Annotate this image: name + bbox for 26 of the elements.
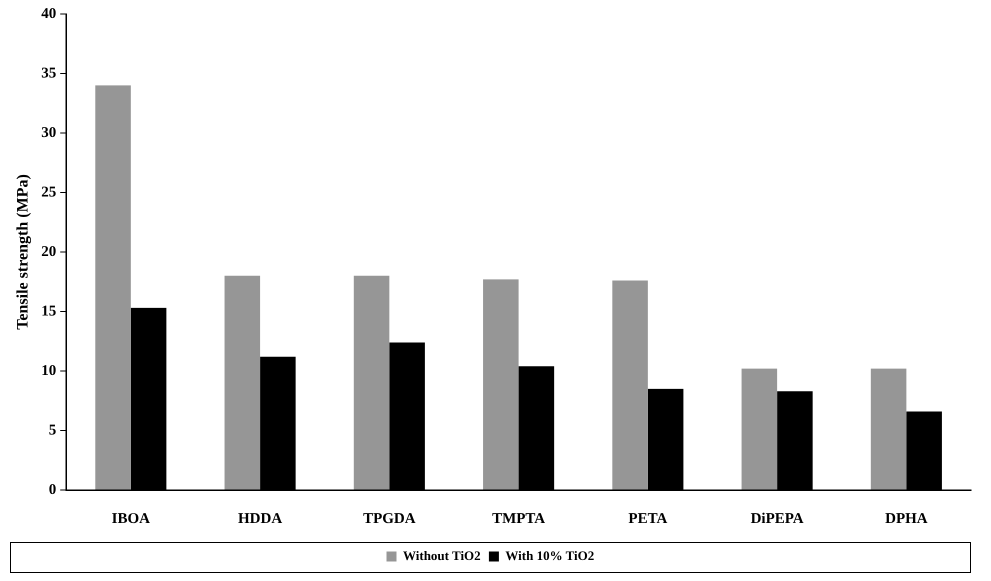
- bar: [95, 85, 131, 490]
- bar: [483, 279, 519, 490]
- y-tick-label: 10: [41, 362, 56, 379]
- x-tick-label: DiPEPA: [750, 510, 804, 527]
- y-tick-label: 5: [48, 422, 56, 438]
- x-tick-label: TPGDA: [363, 510, 416, 527]
- y-tick-label: 40: [41, 6, 56, 22]
- legend-label: Without TiO2: [403, 548, 481, 563]
- bar: [354, 276, 390, 490]
- y-tick-label: 15: [41, 303, 56, 320]
- x-tick-label: PETA: [628, 510, 668, 527]
- x-tick-label: DPHA: [885, 510, 928, 527]
- x-tick-label: IBOA: [112, 510, 150, 527]
- y-tick-label: 25: [41, 184, 56, 200]
- x-tick-label: TMPTA: [492, 510, 546, 527]
- y-axis-title: Tensile strength (MPa): [14, 174, 32, 330]
- bar: [612, 280, 648, 490]
- y-tick-label: 0: [48, 482, 56, 498]
- y-tick-label: 30: [41, 124, 56, 141]
- bar: [742, 368, 778, 490]
- legend-label: With 10% TiO2: [505, 548, 594, 563]
- x-tick-label: HDDA: [238, 510, 282, 527]
- bar: [870, 368, 906, 490]
- y-tick-label: 35: [41, 65, 56, 82]
- y-tick-label: 20: [41, 244, 56, 260]
- bar: [224, 276, 260, 490]
